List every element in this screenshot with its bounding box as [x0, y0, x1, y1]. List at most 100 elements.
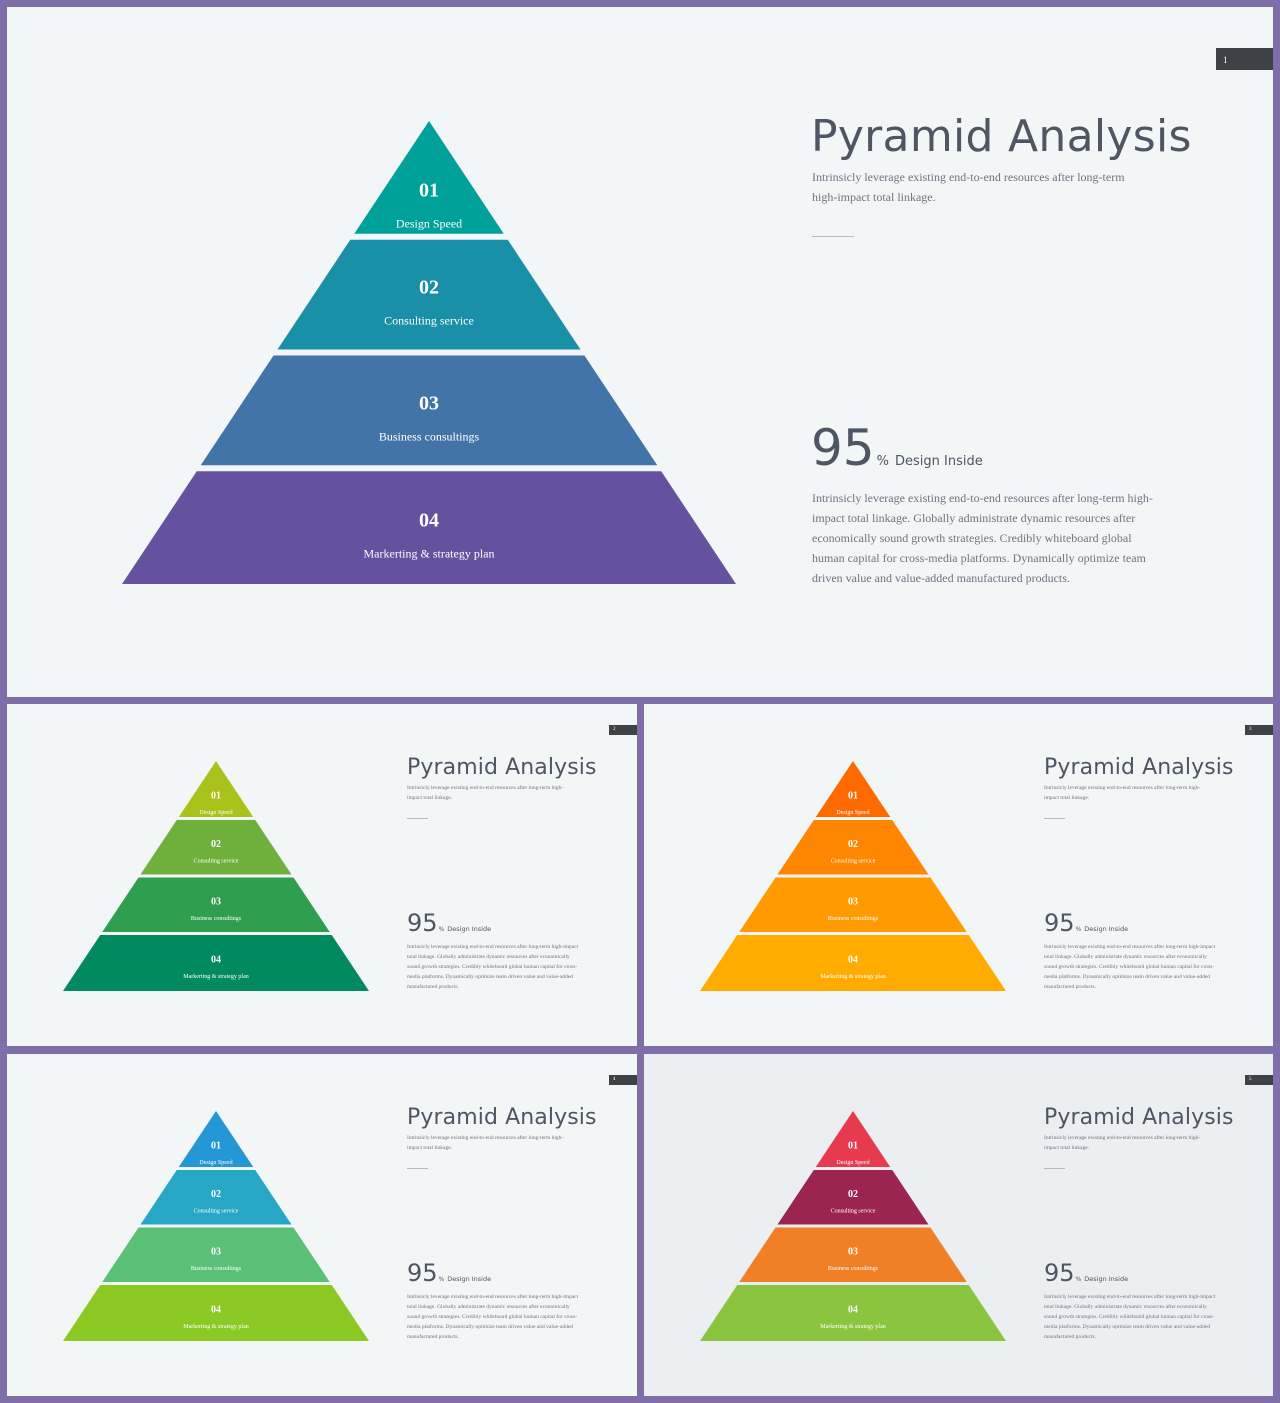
stat-value: 95: [1044, 909, 1075, 937]
tier-label: Markerting & strategy plan: [183, 974, 248, 980]
page-number-badge: 5: [1245, 1075, 1273, 1085]
tier-label: Business consultings: [191, 1266, 242, 1272]
pyramid-tier-02: [777, 1170, 929, 1225]
stat-unit: %: [1075, 926, 1082, 933]
divider: [1044, 1168, 1065, 1169]
tier-label: Consulting service: [194, 858, 239, 864]
stat-block: 95% Design Inside: [811, 419, 983, 477]
divider: [1044, 818, 1065, 819]
pyramid-tier-03: [200, 355, 658, 466]
tier-number: 01: [211, 791, 221, 802]
stat-label: Design Inside: [447, 1275, 492, 1283]
tier-label: Consulting service: [384, 314, 474, 328]
stat-block: 95% Design Inside: [407, 909, 491, 937]
stat-block: 95% Design Inside: [1044, 1259, 1128, 1287]
tier-label: Consulting service: [831, 1208, 876, 1214]
pyramid-tier-03: [102, 877, 330, 932]
stat-unit: %: [1075, 1276, 1082, 1283]
stat-label: Design Inside: [1084, 1275, 1129, 1283]
tier-number: 03: [211, 896, 221, 907]
tier-number: 04: [419, 510, 439, 532]
stat-block: 95% Design Inside: [407, 1259, 491, 1287]
tier-number: 04: [848, 955, 858, 966]
pyramid-tier-04: [700, 1285, 1006, 1341]
pyramid-tier-02: [777, 820, 929, 875]
tier-number: 02: [848, 1189, 858, 1200]
tier-number: 02: [848, 839, 858, 850]
slide-subtitle: Intrinsicly leverage existing end-to-end…: [407, 1135, 564, 1151]
tier-number: 01: [419, 180, 439, 202]
tier-number: 01: [848, 791, 858, 802]
tier-label: Design Speed: [836, 810, 869, 816]
slide-4[interactable]: 4 01 Design Speed 02 Consulting service 03 Bu…: [7, 1054, 637, 1396]
slide-2[interactable]: 2 01 Design Speed 02 Consulting service 03 Bu…: [7, 704, 637, 1046]
tier-number: 04: [848, 1305, 858, 1316]
stat-unit: %: [876, 454, 889, 469]
pyramid-tier-01: [815, 1111, 891, 1167]
tier-label: Business consultings: [379, 429, 480, 443]
slide-body-text: Intrinsicly leverage existing end-to-end…: [407, 1294, 579, 1340]
slide-subtitle: Intrinsicly leverage existing end-to-end…: [407, 785, 564, 801]
tier-number: 04: [211, 1305, 221, 1316]
pyramid-diagram: 01 Design Speed 02 Consulting service 03 Busi…: [122, 121, 736, 584]
page-number-badge: 1: [1216, 48, 1273, 70]
tier-label: Business consultings: [828, 1266, 879, 1272]
pyramid-tier-04: [700, 935, 1006, 991]
slide-body-text: Intrinsicly leverage existing end-to-end…: [1044, 1294, 1216, 1340]
slide-subtitle: Intrinsicly leverage existing end-to-end…: [1044, 1135, 1201, 1151]
pyramid-tier-01: [354, 121, 504, 234]
tier-label: Markerting & strategy plan: [364, 547, 495, 561]
pyramid-diagram: 01 Design Speed 02 Consulting service 03 Busi…: [700, 1111, 1006, 1341]
slide-title: Pyramid Analysis: [407, 755, 597, 780]
slide-body-text: Intrinsicly leverage existing end-to-end…: [407, 944, 579, 990]
stat-value: 95: [1044, 1259, 1075, 1287]
page-number-badge: 4: [609, 1075, 637, 1085]
pyramid-diagram: 01 Design Speed 02 Consulting service 03 Busi…: [63, 761, 369, 991]
pyramid-tier-01: [178, 761, 254, 817]
pyramid-tier-04: [122, 471, 736, 584]
stat-unit: %: [438, 926, 445, 933]
tier-label: Consulting service: [831, 858, 876, 864]
slide-1[interactable]: 1 01 Design Speed 02 Consulting service 03 Bu…: [7, 7, 1273, 697]
pyramid-diagram: 01 Design Speed 02 Consulting service 03 Busi…: [700, 761, 1006, 991]
stat-value: 95: [407, 909, 438, 937]
tier-number: 02: [211, 1189, 221, 1200]
page-number-badge: 2: [609, 725, 637, 735]
slide-title: Pyramid Analysis: [1044, 1105, 1234, 1130]
tier-label: Design Speed: [199, 1160, 232, 1166]
slide-title: Pyramid Analysis: [1044, 755, 1234, 780]
tier-number: 01: [211, 1141, 221, 1152]
pyramid-diagram: 01 Design Speed 02 Consulting service 03 Busi…: [63, 1111, 369, 1341]
slide-subtitle: Intrinsicly leverage existing end-to-end…: [1044, 785, 1201, 801]
slide-title: Pyramid Analysis: [407, 1105, 597, 1130]
slide-3[interactable]: 3 01 Design Speed 02 Consulting service 03 Bu…: [644, 704, 1273, 1046]
stat-block: 95% Design Inside: [1044, 909, 1128, 937]
tier-number: 03: [848, 1246, 858, 1257]
stat-label: Design Inside: [894, 454, 983, 469]
tier-number: 04: [211, 955, 221, 966]
stat-label: Design Inside: [1084, 925, 1129, 933]
tier-number: 03: [211, 1246, 221, 1257]
slide-5[interactable]: 5 01 Design Speed 02 Consulting service 03 Bu…: [644, 1054, 1273, 1396]
pyramid-tier-03: [102, 1227, 330, 1282]
tier-label: Markerting & strategy plan: [820, 1324, 885, 1330]
stat-value: 95: [407, 1259, 438, 1287]
slide-body-text: Intrinsicly leverage existing end-to-end…: [1044, 944, 1216, 990]
pyramid-tier-04: [63, 1285, 369, 1341]
divider: [407, 818, 428, 819]
tier-label: Business consultings: [828, 916, 879, 922]
tier-number: 02: [419, 277, 439, 299]
tier-label: Design Speed: [396, 217, 462, 231]
tier-number: 03: [419, 392, 439, 414]
pyramid-tier-01: [178, 1111, 254, 1167]
tier-label: Consulting service: [194, 1208, 239, 1214]
tier-number: 02: [211, 839, 221, 850]
tier-label: Business consultings: [191, 916, 242, 922]
tier-label: Markerting & strategy plan: [820, 974, 885, 980]
tier-label: Markerting & strategy plan: [183, 1324, 248, 1330]
pyramid-tier-02: [277, 239, 581, 350]
slide-title: Pyramid Analysis: [811, 111, 1192, 162]
pyramid-tier-04: [63, 935, 369, 991]
stat-label: Design Inside: [447, 925, 492, 933]
tier-label: Design Speed: [836, 1160, 869, 1166]
